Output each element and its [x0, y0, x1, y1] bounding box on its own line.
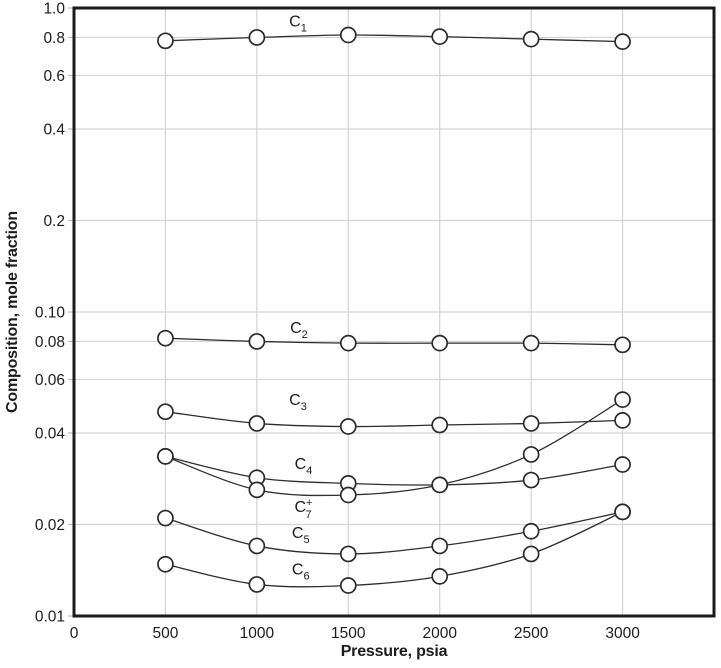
- marker-C6-2000: [431, 568, 449, 585]
- series-line-C4: [165, 455, 623, 486]
- marker-C6-500: [157, 555, 174, 573]
- x-tick-label-1500: 1500: [331, 625, 366, 642]
- marker-C1-2000: [431, 28, 449, 45]
- x-tick-label-2000: 2000: [422, 625, 457, 642]
- series-label-C6: C6: [292, 561, 310, 582]
- y-tick-label-0.01: 0.01: [35, 609, 65, 626]
- x-tick-label-1000: 1000: [240, 625, 275, 642]
- marker-C6-1500: [339, 577, 357, 594]
- series-line-C5: [165, 511, 623, 555]
- marker-C2-3000: [614, 336, 631, 354]
- y-tick-label-0.10: 0.10: [35, 305, 66, 322]
- marker-C5-2500: [522, 522, 540, 540]
- marker-C6-3000: [614, 503, 631, 521]
- series-line-C3: [165, 411, 623, 428]
- marker-C4-2500: [522, 471, 540, 489]
- series-line-C6: [165, 511, 623, 588]
- y-tick-label-0.02: 0.02: [35, 517, 65, 534]
- marker-C3-1000: [248, 415, 266, 432]
- x-tick-label-500: 500: [152, 625, 178, 642]
- series-line-C2: [165, 337, 623, 346]
- series-line-C1: [165, 34, 623, 43]
- y-tick-label-0.4: 0.4: [43, 121, 65, 138]
- plot-border: [72, 6, 716, 618]
- marker-C6-1000: [248, 576, 266, 593]
- marker-C5-1500: [339, 545, 357, 563]
- marker-C2-1000: [248, 333, 266, 350]
- marker-C5-2000: [431, 537, 449, 555]
- marker-C7+-500: [157, 448, 174, 465]
- marker-C2-500: [157, 329, 174, 347]
- y-tick-label-1.0: 1.0: [43, 1, 65, 18]
- marker-C2-2500: [522, 334, 540, 352]
- y-tick-label-0.6: 0.6: [43, 68, 65, 85]
- marker-C3-2000: [431, 416, 449, 434]
- marker-C1-500: [157, 32, 174, 50]
- marker-C3-500: [157, 403, 174, 421]
- marker-C3-2500: [522, 415, 540, 432]
- marker-C7+-3000: [614, 391, 631, 408]
- marker-C7+-1000: [248, 481, 266, 499]
- series-label-C7+: C+ 7: [294, 497, 312, 521]
- y-tick-label-0.04: 0.04: [35, 425, 66, 442]
- series-label-C5: C5: [292, 525, 310, 546]
- marker-C1-3000: [614, 33, 631, 51]
- marker-C2-2000: [431, 334, 449, 352]
- y-tick-label-0.08: 0.08: [35, 334, 65, 351]
- x-tick-label-2500: 2500: [514, 625, 549, 642]
- x-axis-title: Pressure, psia: [340, 643, 448, 660]
- series-label-C3: C3: [289, 392, 307, 413]
- marker-C7+-1500: [339, 486, 357, 504]
- series-label-C4: C4: [295, 456, 313, 477]
- marker-C7+-2500: [522, 446, 540, 463]
- marker-C1-1500: [339, 26, 357, 44]
- marker-C1-1000: [248, 29, 266, 46]
- x-tick-label-3000: 3000: [605, 625, 640, 642]
- series-label-C1: C1: [289, 14, 307, 35]
- marker-C3-1500: [339, 418, 357, 435]
- marker-C2-1500: [339, 334, 357, 352]
- y-tick-label-0.8: 0.8: [43, 30, 65, 47]
- series-label-C2: C2: [290, 320, 308, 341]
- marker-C3-3000: [614, 412, 631, 429]
- y-axis-title: Composition, mole fraction: [4, 211, 21, 413]
- marker-C1-2500: [522, 30, 540, 48]
- marker-C6-2500: [522, 545, 540, 563]
- y-tick-label-0.06: 0.06: [35, 372, 65, 389]
- marker-C7+-2000: [431, 476, 449, 494]
- x-tick-label-0: 0: [70, 625, 79, 642]
- y-tick-label-0.2: 0.2: [43, 213, 65, 230]
- marker-C5-1000: [248, 537, 266, 555]
- marker-C4-3000: [614, 456, 631, 473]
- series-line-C7+: [165, 399, 623, 497]
- marker-C5-500: [157, 509, 174, 527]
